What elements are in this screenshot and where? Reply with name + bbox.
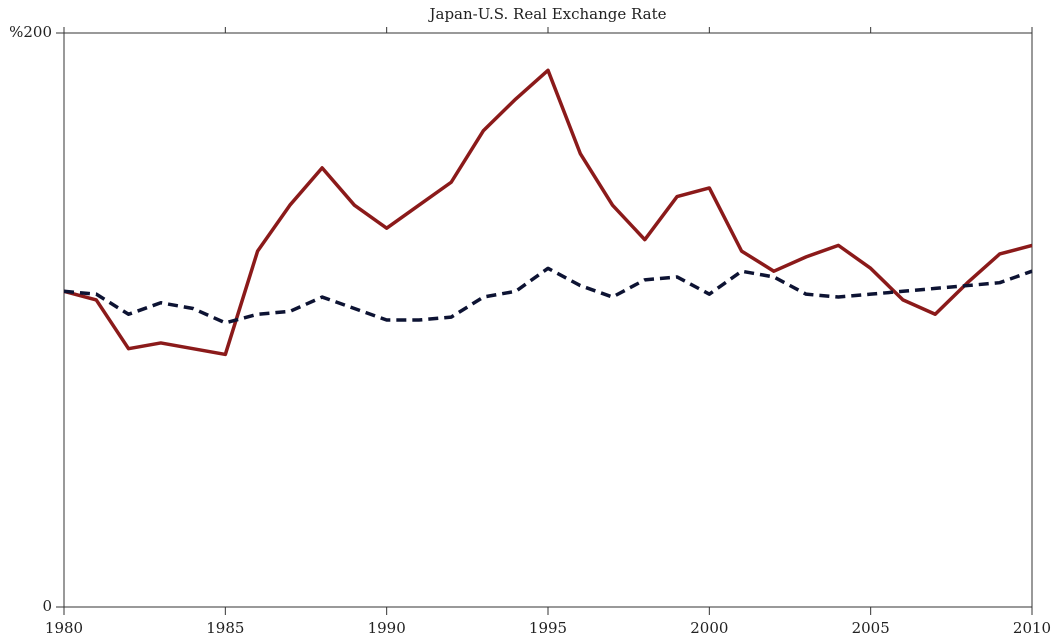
- chart-title: Japan-U.S. Real Exchange Rate: [427, 5, 666, 23]
- y-tick-label: %200: [9, 23, 52, 41]
- x-tick-label: 1990: [368, 619, 406, 637]
- series-line: [63, 68, 1033, 357]
- x-tick-label: 2000: [690, 619, 728, 637]
- x-tick-label: 2005: [852, 619, 890, 637]
- x-tick-label: 1980: [45, 619, 83, 637]
- series-line: [63, 266, 1033, 325]
- x-tick-label: 1995: [529, 619, 567, 637]
- plot-frame: [63, 32, 1033, 608]
- x-tick-label: 1985: [206, 619, 244, 637]
- y-tick-label: 0: [42, 597, 52, 615]
- x-tick-label: 2010: [1013, 619, 1051, 637]
